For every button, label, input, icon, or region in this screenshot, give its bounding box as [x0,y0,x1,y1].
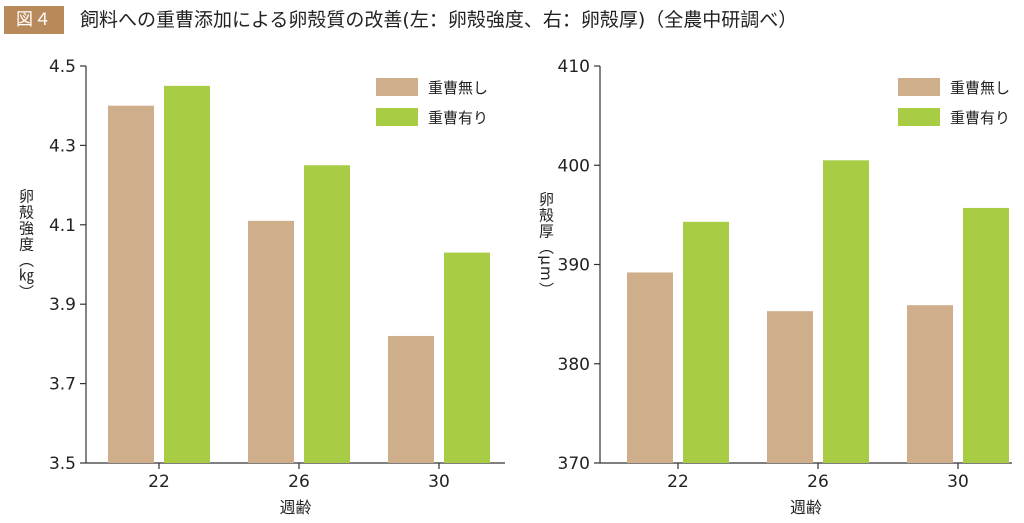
y-tick-label: 3.7 [49,375,76,395]
legend-swatch [376,108,418,126]
bar-with-bicarb-30 [444,252,490,463]
bar-no-bicarb-22 [108,105,154,463]
x-tick-label: 30 [428,472,450,492]
bar-with-bicarb-26 [304,165,350,463]
x-tick-label: 22 [667,472,689,492]
bar-with-bicarb-26 [823,160,869,463]
legend-swatch [898,78,940,96]
y-tick-label: 410 [558,57,590,77]
legend-label: 重曹無し [428,79,488,97]
x-axis-title: 週齢 [790,498,822,517]
bar-with-bicarb-22 [683,221,729,463]
y-tick-label: 400 [558,156,590,176]
y-axis-title: 卵殻強度（㎏） [17,189,35,301]
x-axis-title: 週齢 [279,498,311,517]
x-tick-label: 22 [148,472,170,492]
legend-label: 重曹有り [428,109,488,127]
strength-chart-svg: 3.5 3.7 3.9 4.1 4.3 4.5 22 26 30 週齢 卵殻強度（㎏） 重曹無し重曹有… [17,57,505,517]
bar-no-bicarb-30 [388,335,434,463]
figure-badge: 図４ [4,6,64,34]
figure-title: 飼料への重曹添加による卵殻質の改善(左：卵殻強度、右：卵殻厚)（全農中研調べ） [80,9,798,31]
x-tick-label: 26 [807,472,829,492]
egg-shell-thickness-chart: 370 380 390 400 410 22 26 30 週齢 卵殻厚（μm） 重曹無し重曹有り [512,44,1024,519]
x-tick-label: 30 [947,472,969,492]
legend-swatch [376,78,418,96]
y-tick-label: 370 [558,454,590,474]
y-tick-label: 4.3 [49,136,76,156]
y-tick-label: 4.1 [49,216,76,236]
legend-label: 重曹有り [950,109,1010,127]
y-tick-label: 3.5 [49,454,76,474]
y-tick-label: 4.5 [49,57,76,77]
x-tick-label: 26 [288,472,310,492]
bar-no-bicarb-26 [248,220,294,463]
legend-swatch [898,108,940,126]
y-axis-title: 卵殻厚（μm） [537,191,555,297]
bar-with-bicarb-30 [963,207,1009,463]
bar-no-bicarb-26 [767,311,813,463]
figure-header: 図４ 飼料への重曹添加による卵殻質の改善(左：卵殻強度、右：卵殻厚)（全農中研調… [0,0,1024,44]
bar-no-bicarb-30 [907,305,953,463]
bar-with-bicarb-22 [164,85,210,463]
egg-shell-strength-chart: 3.5 3.7 3.9 4.1 4.3 4.5 22 26 30 週齢 卵殻強度（㎏） 重曹無し重曹有… [0,44,512,519]
bar-no-bicarb-22 [627,272,673,463]
y-tick-label: 380 [558,355,590,375]
legend-label: 重曹無し [950,79,1010,97]
y-tick-label: 390 [558,256,590,276]
y-tick-label: 3.9 [49,295,76,315]
